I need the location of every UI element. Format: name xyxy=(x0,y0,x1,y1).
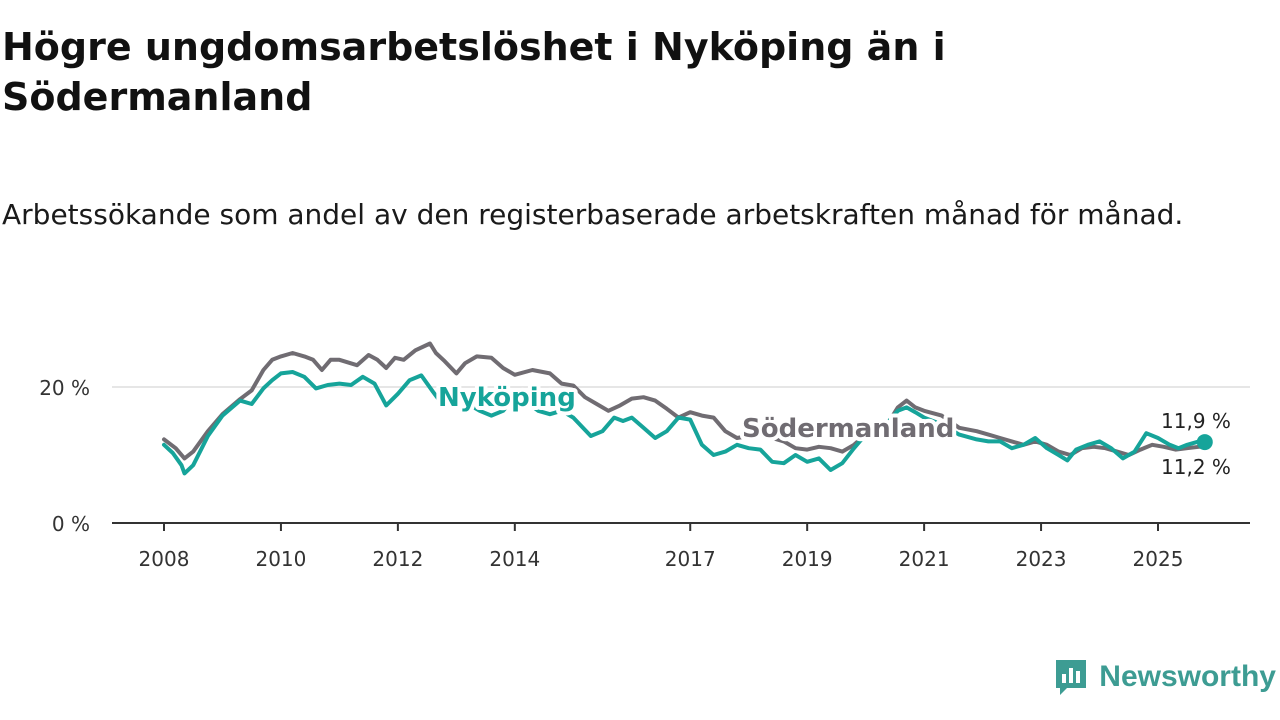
x-tick-label: 2021 xyxy=(899,547,950,571)
x-tick-label: 2008 xyxy=(139,547,190,571)
end-value-label-sodermanland: 11,2 % xyxy=(1161,455,1231,479)
y-tick-label: 20 % xyxy=(39,376,90,400)
x-tick-label: 2012 xyxy=(372,547,423,571)
end-value-label-nykoping: 11,9 % xyxy=(1161,409,1231,433)
series-end-marker-nykoping xyxy=(1196,434,1213,451)
newsworthy-logo-icon xyxy=(1056,660,1087,695)
x-tick-label: 2017 xyxy=(665,547,716,571)
x-tick-label: 2025 xyxy=(1133,547,1184,571)
chart-title: Högre ungdomsarbetslöshet i Nyköping än … xyxy=(2,25,946,119)
x-tick-label: 2014 xyxy=(489,547,540,571)
x-tick-label: 2023 xyxy=(1016,547,1067,571)
x-tick-label: 2019 xyxy=(782,547,833,571)
y-tick-label: 0 % xyxy=(52,512,90,536)
brand-name: Newsworthy xyxy=(1099,660,1276,693)
series-label-nykoping: Nyköping xyxy=(438,383,576,413)
series-line-sodermanland xyxy=(162,341,1207,461)
series-line-nykoping xyxy=(162,370,1207,476)
series-label-sodermanland: Södermanland xyxy=(742,414,954,444)
x-tick-label: 2010 xyxy=(255,547,306,571)
chart-subtitle: Arbetssökande som andel av den registerb… xyxy=(2,198,1184,231)
brand-logo: Newsworthy xyxy=(1053,656,1276,698)
